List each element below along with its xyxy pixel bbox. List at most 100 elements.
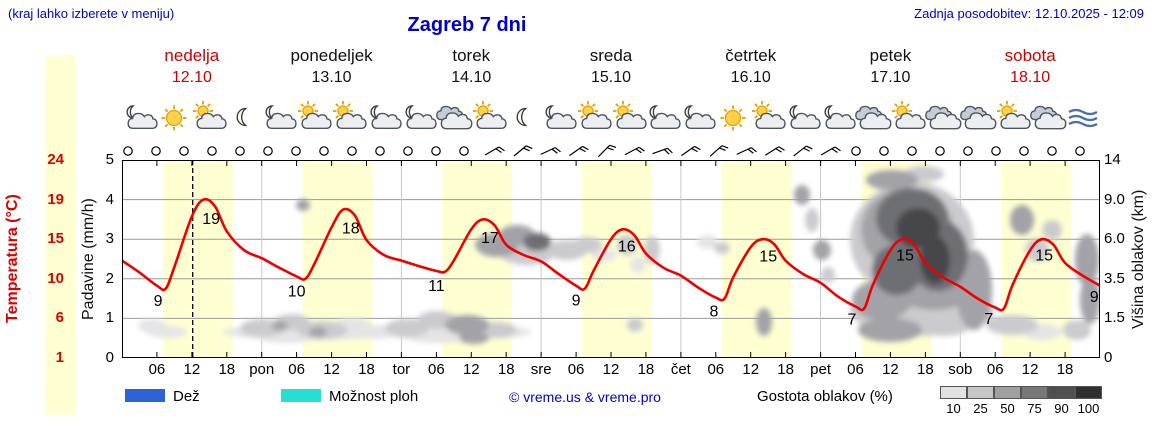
wind-calm-icon xyxy=(235,146,245,156)
wind-calm-icon xyxy=(319,146,329,156)
x-tick-label: 06 xyxy=(847,361,864,378)
temperature-value-label: 8 xyxy=(710,304,719,321)
wind-calm-icon xyxy=(375,146,385,156)
temp-tick-label: 15 xyxy=(47,230,64,248)
wind-calm-icon xyxy=(1075,146,1085,156)
density-swatch xyxy=(994,386,1021,399)
weather-icon-sun-cloud xyxy=(333,101,367,130)
x-tick-label: sob xyxy=(948,361,973,378)
weather-icon-moon-cloud xyxy=(824,105,856,130)
wind-calm-icon xyxy=(263,146,273,156)
temperature-value-label: 18 xyxy=(342,220,360,237)
day-name: petek xyxy=(869,46,912,65)
day-date: 15.10 xyxy=(590,69,632,86)
wind-calm-icon xyxy=(907,146,917,156)
x-tick-label: sre xyxy=(530,361,552,378)
day-header-torek: torek 14.10 xyxy=(451,46,491,87)
day-name: ponedeljek xyxy=(290,46,373,65)
wind-calm-icon xyxy=(1047,146,1057,156)
weather-icon-moon-cloud xyxy=(545,105,577,130)
x-tick-label: 18 xyxy=(777,361,794,378)
meteogram-svg: 9 19 10 18 11 17 9 16 8 15 7 15 7 15 9 xyxy=(122,160,1100,358)
copyright-link[interactable]: © vreme.us & vreme.pro xyxy=(509,389,661,405)
density-tick-label: 10 xyxy=(946,401,961,416)
temperature-value-label: 17 xyxy=(481,230,499,247)
weather-icon-moon-cloud xyxy=(405,105,437,130)
weather-icon-cloud xyxy=(924,105,962,130)
day-date: 18.10 xyxy=(1010,69,1051,86)
weather-icon-cloud xyxy=(855,105,892,130)
cloud-tick-label: 0 xyxy=(1104,349,1113,366)
wind-barb-icon xyxy=(569,145,589,157)
day-name: nedelja xyxy=(164,46,220,65)
rain-legend-label: Dež xyxy=(173,388,200,405)
weather-icon-sun-cloud xyxy=(472,101,507,130)
precip-tick-label: 4 xyxy=(105,190,114,208)
wind-barb-icon xyxy=(513,145,533,157)
density-swatch xyxy=(1021,386,1048,399)
density-swatch xyxy=(940,386,967,399)
density-swatch xyxy=(1075,386,1102,399)
left-axis-band xyxy=(45,55,75,415)
wind-barb-icon xyxy=(484,146,505,156)
x-tick-label: 18 xyxy=(917,361,934,378)
temp-tick-label: 24 xyxy=(47,151,64,168)
temperature-value-label: 15 xyxy=(896,247,914,264)
wind-barb-icon xyxy=(793,145,813,157)
precip-tick-label: 3 xyxy=(105,230,114,248)
wind-calm-icon xyxy=(151,146,161,156)
density-tick-label: 90 xyxy=(1054,401,1069,416)
weather-icon-sun-cloud xyxy=(612,101,647,130)
wind-barb-icon xyxy=(624,146,645,156)
wind-row-svg xyxy=(123,144,1085,158)
weather-icon-sun-cloud xyxy=(577,101,612,130)
cloud-density-shading xyxy=(138,166,1100,344)
temperature-value-label: 15 xyxy=(1035,247,1053,264)
cloud-density-scale xyxy=(940,386,1102,399)
density-tick-label: 25 xyxy=(973,401,988,416)
x-tick-label: 12 xyxy=(602,361,620,378)
day-date: 16.10 xyxy=(730,69,771,86)
day-header-sobota: sobota 18.10 xyxy=(1005,46,1056,87)
weather-icon-moon xyxy=(236,107,248,127)
precip-tick-label: 0 xyxy=(105,349,114,366)
weather-icon-sun-cloud xyxy=(752,101,786,130)
wind-barb-icon xyxy=(652,147,673,155)
x-tick-label: 12 xyxy=(1021,361,1039,378)
cloud-tick-label: 14 xyxy=(1104,151,1121,168)
weather-icon-moon-cloud xyxy=(370,105,402,130)
x-tick-label: 06 xyxy=(428,361,445,378)
density-swatch xyxy=(1048,386,1075,399)
wind-barb-icon xyxy=(681,145,701,157)
x-tick-label: 18 xyxy=(358,361,375,378)
x-tick-label: 18 xyxy=(218,361,236,378)
x-tick-label: 06 xyxy=(567,361,585,378)
wind-calm-icon xyxy=(179,146,189,156)
weather-icon-moon-cloud xyxy=(789,105,821,130)
x-tick-label: 12 xyxy=(742,361,760,378)
x-tick-label: čet xyxy=(670,361,691,378)
temp-tick-label: 1 xyxy=(55,349,64,366)
x-tick-label: 06 xyxy=(986,361,1004,378)
temperature-value-label: 19 xyxy=(202,211,220,228)
page-title: Zagreb 7 dni xyxy=(407,14,527,36)
temperature-value-label: 15 xyxy=(759,249,777,266)
weather-icon-sun-cloud xyxy=(193,101,227,130)
temp-tick-label: 19 xyxy=(47,190,64,208)
temperature-value-label: 9 xyxy=(1090,289,1099,306)
weather-icon-moon-cloud xyxy=(649,105,682,130)
rain-legend-swatch xyxy=(125,389,165,402)
wind-calm-icon xyxy=(935,146,945,156)
density-swatch xyxy=(967,386,994,399)
temp-tick-label: 6 xyxy=(55,309,64,327)
x-tick-label: 18 xyxy=(497,361,515,378)
weather-icon-mist xyxy=(1067,108,1098,128)
day-name: torek xyxy=(452,46,491,65)
showers-legend-label: Možnost ploh xyxy=(329,388,419,405)
day-name: sobota xyxy=(1004,46,1056,65)
temp-tick-label: 10 xyxy=(47,269,64,287)
wind-calm-icon xyxy=(207,146,217,156)
weather-icon-cloud xyxy=(435,105,473,130)
